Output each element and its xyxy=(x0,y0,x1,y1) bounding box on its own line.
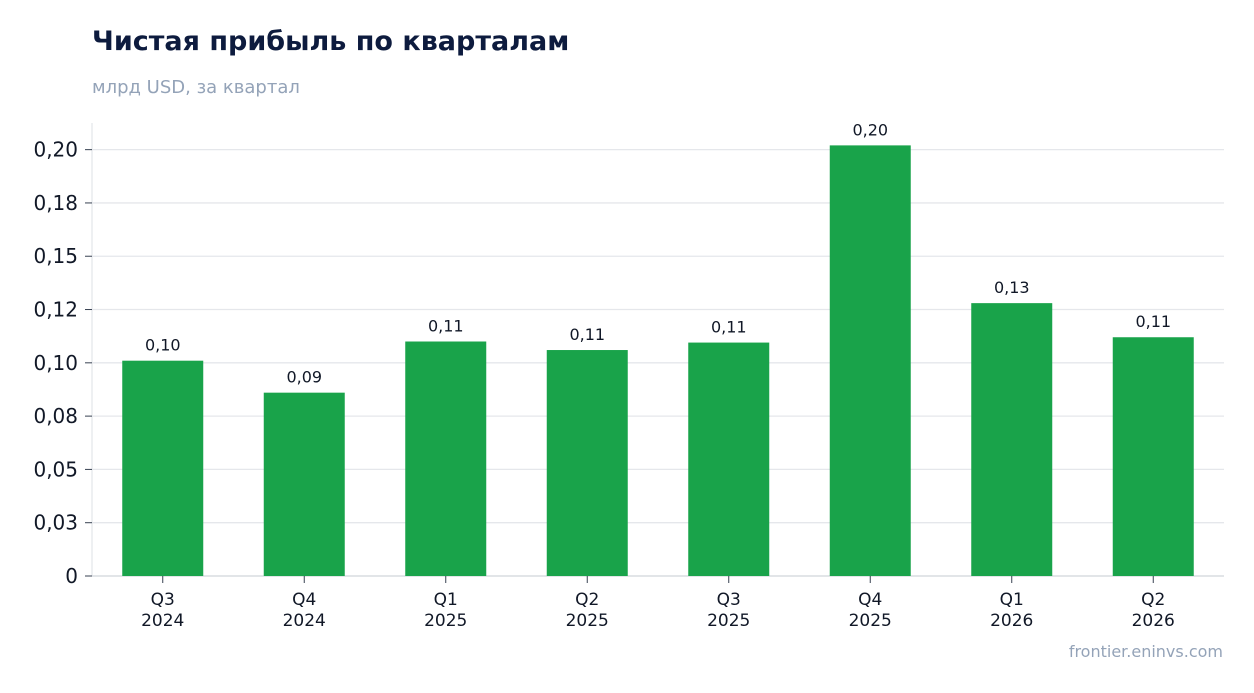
x-tick-label-quarter: Q4 xyxy=(292,590,316,610)
y-tick-label: 0,03 xyxy=(33,511,78,535)
x-tick-label-quarter: Q3 xyxy=(151,590,175,610)
x-tick-label-year: 2026 xyxy=(990,611,1033,631)
x-tick-label-quarter: Q4 xyxy=(858,590,882,610)
y-tick-label: 0,10 xyxy=(33,351,78,375)
chart-subtitle: млрд USD, за квартал xyxy=(92,77,300,98)
bar xyxy=(546,350,628,576)
x-tick-label-quarter: Q2 xyxy=(575,590,599,610)
x-axis-ticks: Q32024Q42024Q12025Q22025Q32025Q42025Q120… xyxy=(141,576,1175,631)
bars xyxy=(122,145,1194,576)
x-tick-label-year: 2025 xyxy=(849,611,892,631)
source-watermark: frontier.eninvs.com xyxy=(1068,642,1223,661)
bar xyxy=(1112,337,1194,576)
x-tick-label-quarter: Q1 xyxy=(434,590,458,610)
bar xyxy=(829,145,911,576)
x-tick-label-year: 2025 xyxy=(707,611,750,631)
x-tick-label-quarter: Q3 xyxy=(717,590,741,610)
data-label: 0,20 xyxy=(852,120,888,139)
bar xyxy=(688,342,770,576)
data-label: 0,11 xyxy=(428,317,464,336)
x-tick-label-year: 2024 xyxy=(283,611,326,631)
y-axis-ticks: 0 0,03 0,05 0,08 0,10 0,12 0,15 0,18 0,20 xyxy=(33,138,92,588)
bar xyxy=(263,392,345,576)
y-tick-label: 0,20 xyxy=(33,138,78,162)
axes xyxy=(91,123,1224,577)
bar xyxy=(971,303,1053,576)
x-tick-label-year: 2025 xyxy=(566,611,609,631)
y-tick-label: 0,18 xyxy=(33,191,78,215)
y-tick-label: 0,08 xyxy=(33,404,78,428)
x-tick-label-year: 2026 xyxy=(1132,611,1175,631)
y-tick-label: 0,05 xyxy=(33,457,78,481)
data-label: 0,11 xyxy=(569,325,605,344)
bar xyxy=(405,341,487,576)
bar xyxy=(122,360,204,576)
gridlines xyxy=(92,148,1224,524)
data-label: 0,09 xyxy=(286,368,322,387)
data-labels: 0,10 0,09 0,11 0,11 0,11 0,20 0,13 0,11 xyxy=(145,120,1171,386)
y-tick-label: 0 xyxy=(65,564,78,588)
x-tick-label-year: 2024 xyxy=(141,611,184,631)
data-label: 0,13 xyxy=(994,278,1030,297)
x-tick-label-quarter: Q1 xyxy=(1000,590,1024,610)
data-label: 0,10 xyxy=(145,336,181,355)
y-tick-label: 0,15 xyxy=(33,244,78,268)
data-label: 0,11 xyxy=(1135,312,1171,331)
x-tick-label-quarter: Q2 xyxy=(1141,590,1165,610)
chart-title: Чистая прибыль по кварталам xyxy=(92,26,570,57)
y-tick-label: 0,12 xyxy=(33,298,78,322)
x-tick-label-year: 2025 xyxy=(424,611,467,631)
data-label: 0,11 xyxy=(711,318,747,337)
